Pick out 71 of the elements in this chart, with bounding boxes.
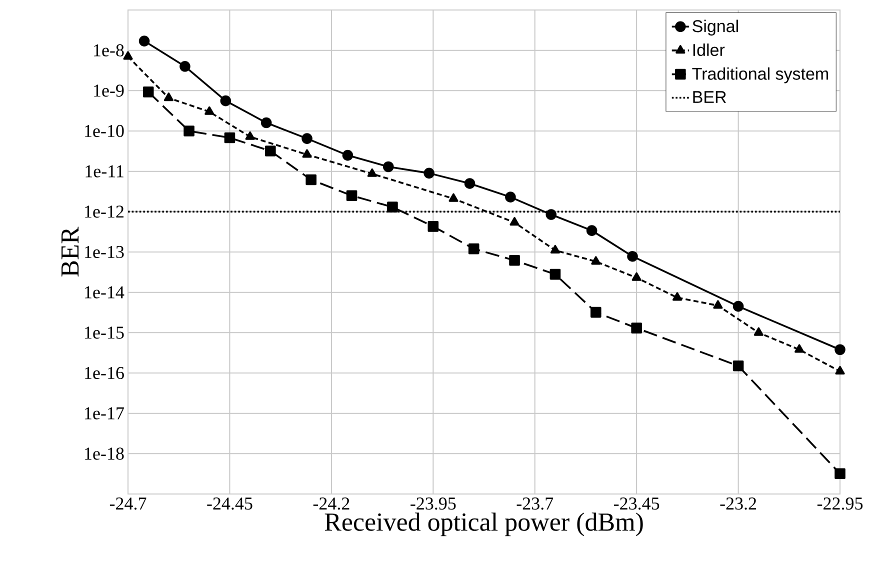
point (224, 132, 236, 144)
point (265, 146, 276, 156)
point (732, 360, 744, 372)
point (510, 217, 520, 226)
point (672, 292, 682, 301)
point (123, 51, 133, 60)
y-axis-title: BER (62, 226, 79, 277)
y-tick-label: 1e-9 (94, 84, 124, 97)
x-tick-label: -24.2 (313, 498, 350, 510)
point (204, 106, 214, 115)
point (835, 366, 845, 374)
y-tick-label: 1e-10 (85, 124, 124, 138)
point (627, 250, 638, 262)
legend-label: Signal (692, 20, 738, 36)
point (220, 95, 232, 106)
point (424, 168, 434, 179)
y-tick-label: 1e-14 (85, 286, 124, 298)
point (164, 92, 174, 102)
y-tick-label: 1e-16 (85, 366, 124, 380)
x-tick-label: -22.95 (817, 498, 863, 510)
point (260, 117, 272, 128)
point (505, 192, 516, 202)
point (834, 468, 846, 480)
point (302, 149, 312, 158)
point (346, 190, 358, 202)
point (448, 193, 458, 202)
point (342, 150, 354, 161)
point (794, 344, 804, 353)
legend-label: Idler (693, 44, 725, 56)
x-tick-label: -24.7 (110, 498, 146, 510)
x-tick-label: -23.7 (516, 498, 554, 510)
point (590, 306, 602, 318)
x-tick-label: -24.45 (207, 498, 252, 510)
point (180, 60, 190, 72)
point (142, 86, 154, 98)
point (591, 256, 601, 265)
x-axis-title: Received optical power (dBm) (324, 512, 643, 536)
x-tick-label: -23.95 (410, 498, 456, 510)
y-tick-label: 1e-11 (86, 165, 124, 178)
point (302, 133, 312, 144)
point (367, 168, 377, 177)
y-tick-label: 1e-18 (85, 448, 124, 460)
point (306, 174, 316, 186)
point (387, 202, 398, 212)
point (382, 161, 394, 172)
y-tick-label: 1e-17 (85, 407, 124, 420)
x-tick-label: -23.2 (720, 498, 756, 510)
y-tick-label: 1e-12 (85, 206, 124, 218)
point (138, 36, 150, 46)
point (713, 300, 723, 309)
point (184, 126, 194, 136)
point (509, 254, 520, 266)
point (632, 272, 642, 281)
point (550, 244, 560, 254)
point (468, 243, 480, 254)
point (464, 178, 476, 189)
x-tick-label: -23.45 (614, 498, 660, 510)
point (732, 300, 744, 312)
point (834, 344, 846, 356)
legend-label: BER (693, 91, 726, 103)
legend-label: Traditional system (692, 67, 828, 84)
y-tick-label: 1e-8 (94, 44, 124, 56)
point (586, 225, 598, 236)
y-tick-label: 1e-15 (85, 326, 124, 339)
point (631, 322, 642, 334)
point (245, 131, 255, 140)
point (546, 209, 557, 220)
point (550, 268, 561, 280)
y-tick-label: 1e-13 (85, 246, 124, 258)
point (754, 327, 764, 336)
point (428, 221, 439, 232)
